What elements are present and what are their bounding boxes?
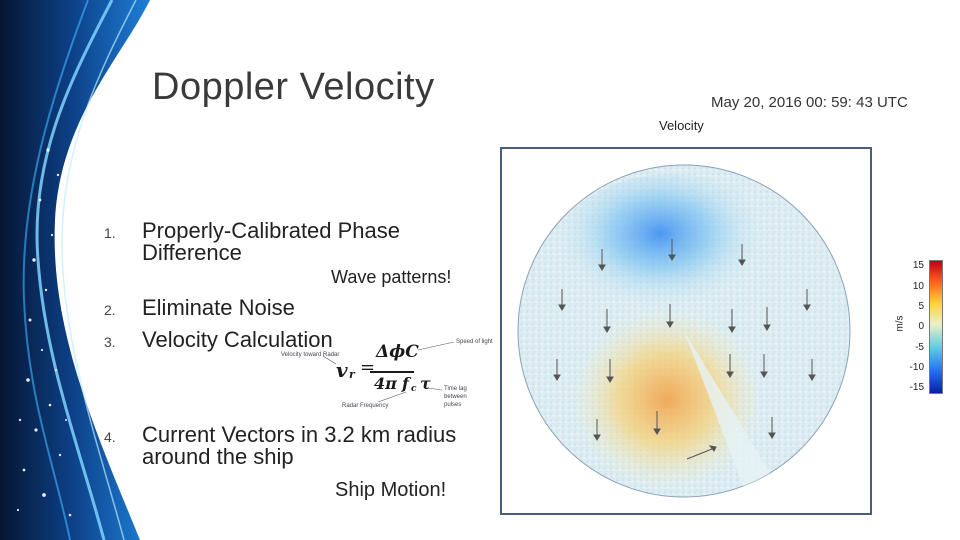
colorbar-tick: -5 xyxy=(915,342,924,353)
list-text-cont: around the ship xyxy=(142,444,294,469)
list-text: Current Vectors in 3.2 km radius xyxy=(142,422,457,447)
velocity-plot xyxy=(500,147,872,515)
list-text-cont: Difference xyxy=(142,240,242,265)
colorbar-tick: 5 xyxy=(918,301,924,312)
colorbar-tick: 15 xyxy=(912,260,924,271)
list-number: 2. xyxy=(104,302,116,318)
slide-title: Doppler Velocity xyxy=(152,66,435,108)
list-text: Eliminate Noise xyxy=(142,295,295,320)
plot-title: Velocity xyxy=(659,118,704,133)
eq-denominator-post: τ xyxy=(420,374,431,393)
colorbar-tick: 10 xyxy=(912,281,924,292)
list-text: Velocity Calculation xyxy=(142,327,333,352)
colorbar-tick: -15 xyxy=(909,382,924,393)
eq-label-time-lag: Time lag xyxy=(444,386,467,392)
eq-lhs-sub: r xyxy=(349,368,355,381)
eq-numerator: ΔϕC xyxy=(376,342,419,362)
eq-denominator-f: f xyxy=(402,374,409,393)
list-number: 3. xyxy=(104,334,116,350)
eq-label-between: between xyxy=(444,394,467,400)
eq-label-pulses: pulses xyxy=(444,402,462,408)
ship-motion-note: Ship Motion! xyxy=(335,479,447,501)
eq-callout-lines xyxy=(322,341,455,403)
colorbar-unit: m/s xyxy=(894,315,906,332)
eq-denominator-sub: c xyxy=(411,384,417,394)
eq-denominator-pre: 4π xyxy=(374,374,397,393)
list-number: 4. xyxy=(104,429,116,445)
list-number: 1. xyxy=(104,225,116,241)
eq-fraction-line xyxy=(370,371,414,373)
wave-patterns-note: Wave patterns! xyxy=(331,267,452,287)
eq-label-radar-frequency: Radar Frequency xyxy=(342,403,389,409)
colorbar-tick: -10 xyxy=(909,362,924,373)
colorbar-tick: 0 xyxy=(918,321,924,332)
colorbar xyxy=(929,260,943,394)
decorative-left-band xyxy=(0,0,150,540)
velocity-equation: v r = ΔϕC 4π f c τ Velocity toward Radar… xyxy=(278,336,498,416)
eq-label-radial-velocity: Velocity toward Radar xyxy=(281,352,340,358)
velocity-radar-image xyxy=(517,164,851,498)
list-text: Properly-Calibrated Phase xyxy=(142,218,401,243)
eq-label-speed-of-light: Speed of light xyxy=(456,339,493,345)
current-vectors xyxy=(553,239,816,460)
eq-lhs: v xyxy=(336,358,348,382)
timestamp: May 20, 2016 00: 59: 43 UTC xyxy=(711,94,908,111)
